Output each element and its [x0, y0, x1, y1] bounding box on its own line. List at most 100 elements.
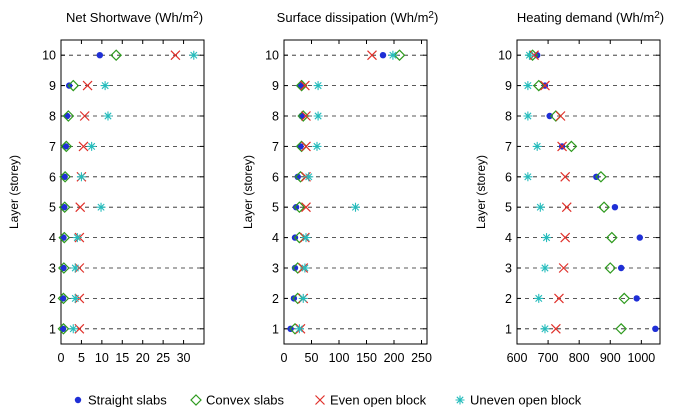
legend-marker — [74, 396, 82, 404]
data-point — [301, 233, 311, 243]
data-point — [58, 262, 70, 274]
data-point-shape — [615, 322, 627, 335]
data-point — [58, 231, 71, 244]
data-point-shape — [79, 111, 90, 121]
data-point-shape — [534, 293, 544, 303]
data-point-shape — [298, 293, 308, 303]
data-point-shape — [546, 112, 553, 120]
data-point — [292, 204, 300, 211]
legend-marker-shape — [190, 394, 202, 406]
series-dot — [287, 52, 387, 332]
data-point — [70, 293, 80, 303]
data-point — [534, 293, 544, 303]
data-point — [294, 324, 304, 334]
data-point-shape — [351, 202, 360, 212]
plot-frame — [516, 39, 661, 345]
data-point-shape — [59, 170, 71, 183]
data-point — [295, 79, 308, 92]
data-point-shape — [561, 202, 572, 213]
data-point — [540, 80, 550, 91]
data-point — [59, 295, 67, 302]
data-point-shape — [388, 50, 398, 60]
y-tick-label: 4 — [49, 231, 56, 245]
data-point — [604, 262, 617, 274]
data-point — [75, 202, 86, 213]
data-point — [393, 49, 406, 62]
data-point-shape — [96, 202, 106, 212]
data-point-shape — [57, 322, 70, 335]
data-point-shape — [59, 295, 67, 302]
x-tick-label: 15 — [115, 351, 129, 365]
data-point-shape — [57, 292, 70, 305]
data-point — [598, 201, 610, 214]
data-point-shape — [295, 79, 308, 92]
data-point — [524, 50, 534, 60]
data-point — [68, 324, 78, 334]
series-diamond — [57, 49, 123, 335]
data-point — [59, 170, 71, 183]
legend-label: Even open block — [330, 393, 427, 408]
data-point-shape — [560, 171, 571, 182]
data-point-shape — [70, 263, 80, 273]
data-point — [62, 143, 70, 150]
data-point-shape — [565, 140, 578, 153]
data-point — [529, 50, 540, 61]
y-tick-label: 2 — [272, 292, 279, 306]
y-tick-label: 8 — [49, 110, 56, 124]
series-cross — [529, 50, 572, 334]
data-point-shape — [540, 324, 550, 334]
data-point-shape — [65, 82, 73, 89]
data-point — [60, 264, 67, 272]
data-point-shape — [96, 52, 104, 59]
panel-3: Heating demand (Wh/m2) 1 2 3 4 5 6 7 8 9 10 600 700 8… — [474, 10, 664, 365]
data-point — [61, 204, 68, 211]
legend-marker-shape — [455, 395, 465, 405]
data-point-shape — [58, 231, 71, 244]
data-point-shape — [535, 202, 545, 212]
data-point-shape — [294, 324, 304, 334]
data-point — [300, 263, 310, 273]
data-point-shape — [59, 325, 67, 332]
series-cross — [74, 50, 181, 334]
legend-item-3: Even open block — [315, 393, 427, 408]
data-point-shape — [617, 264, 625, 272]
data-point — [79, 111, 90, 121]
data-point-shape — [554, 293, 564, 304]
data-point — [633, 295, 640, 302]
data-point-shape — [58, 262, 70, 274]
y-axis-label: Layer (storey) — [241, 155, 255, 229]
data-point-shape — [60, 264, 67, 272]
series-asterisk — [294, 50, 398, 334]
data-point-shape — [294, 173, 301, 180]
data-point — [523, 111, 533, 121]
data-point — [312, 141, 322, 151]
data-point-shape — [633, 295, 640, 302]
data-point-shape — [189, 50, 199, 60]
x-tick-label: 30 — [177, 351, 191, 365]
data-point-shape — [70, 293, 80, 303]
y-tick-label: 9 — [272, 79, 279, 93]
y-tick-label: 1 — [49, 322, 56, 336]
legend: Straight slabs Convex slabs Even open bloc… — [74, 393, 582, 408]
data-point — [96, 202, 106, 212]
data-point — [62, 110, 75, 122]
data-point — [59, 325, 67, 332]
data-point-shape — [636, 234, 643, 241]
y-tick-label: 9 — [49, 79, 56, 93]
data-point — [304, 172, 314, 182]
panel-title: Net Shortwave (Wh/m2) — [66, 10, 203, 25]
legend-item-4: Uneven open block — [455, 393, 582, 408]
data-point — [558, 263, 569, 273]
x-tick-label: 150 — [356, 351, 377, 365]
data-point — [535, 202, 545, 212]
data-point — [542, 233, 552, 243]
data-point — [294, 173, 301, 180]
data-point — [540, 263, 550, 273]
data-point — [561, 202, 572, 213]
y-tick-label: 4 — [272, 231, 279, 245]
data-point — [103, 111, 113, 121]
data-point-shape — [542, 233, 552, 243]
data-point — [76, 172, 86, 182]
data-point-shape — [523, 172, 533, 182]
